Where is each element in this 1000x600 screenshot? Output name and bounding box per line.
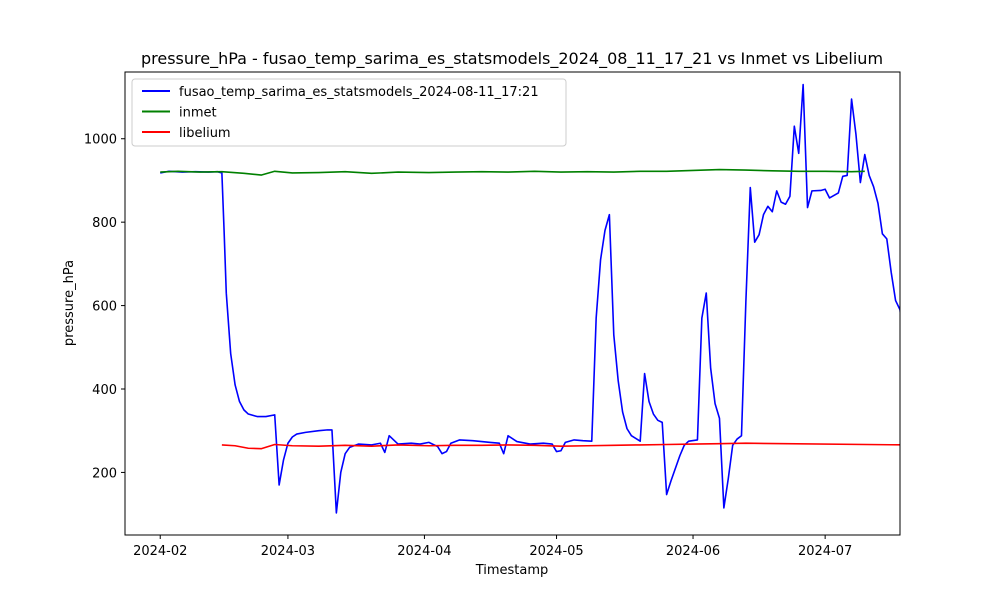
y-tick-label: 1000 — [84, 133, 117, 148]
series-line-libelium — [221, 442, 900, 450]
x-tick-label: 2024-04 — [397, 544, 451, 559]
x-tick-label: 2024-06 — [666, 544, 720, 559]
series-line-fusao_temp_sarima_es_statsmodels_2024-08-11_17:21 — [160, 83, 900, 514]
legend-label: libelium — [179, 126, 231, 141]
y-tick-label: 200 — [92, 466, 117, 481]
x-axis: 2024-02 2024-03 2024-04 2024-05 2024-06 2024-… — [133, 535, 852, 559]
y-tick-label: 800 — [92, 216, 117, 231]
x-tick-label: 2024-05 — [529, 544, 583, 559]
y-tick-label: 400 — [92, 383, 117, 398]
legend-box — [131, 78, 567, 147]
x-tick-label: 2024-07 — [798, 544, 852, 559]
y-axis-label: pressure_hPa — [62, 260, 77, 346]
plot-frame — [124, 71, 901, 536]
y-axis: 200 400 600 800 1000 — [84, 133, 125, 481]
y-tick-label: 600 — [92, 300, 117, 315]
legend: fusao_temp_sarima_es_statsmodels_2024-08… — [131, 78, 567, 147]
chart-title: pressure_hPa - fusao_temp_sarima_es_stat… — [141, 49, 883, 69]
x-axis-label: Timestamp — [475, 563, 549, 578]
legend-label: inmet — [179, 106, 217, 121]
x-tick-label: 2024-02 — [133, 544, 187, 559]
x-tick-label: 2024-03 — [261, 544, 315, 559]
series-line-inmet — [160, 168, 865, 176]
legend-label: fusao_temp_sarima_es_statsmodels_2024-08… — [179, 85, 539, 100]
